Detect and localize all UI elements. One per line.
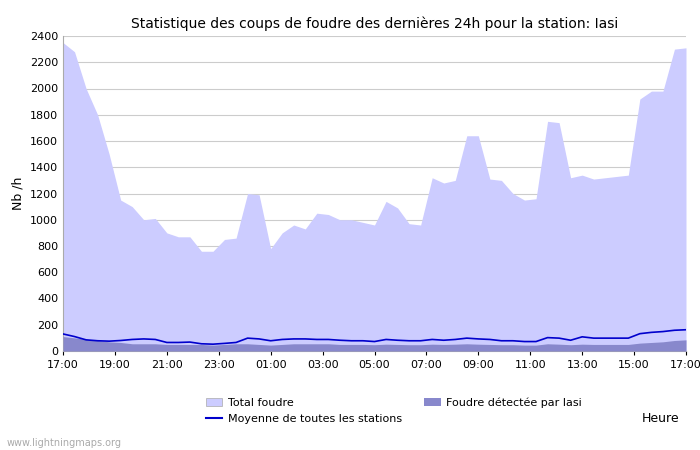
Legend: Total foudre, Moyenne de toutes les stations, Foudre détectée par Iasi: Total foudre, Moyenne de toutes les stat… xyxy=(206,397,582,423)
Title: Statistique des coups de foudre des dernières 24h pour la station: Iasi: Statistique des coups de foudre des dern… xyxy=(131,16,618,31)
Y-axis label: Nb /h: Nb /h xyxy=(11,177,25,210)
Text: www.lightningmaps.org: www.lightningmaps.org xyxy=(7,438,122,448)
Text: Heure: Heure xyxy=(641,412,679,425)
